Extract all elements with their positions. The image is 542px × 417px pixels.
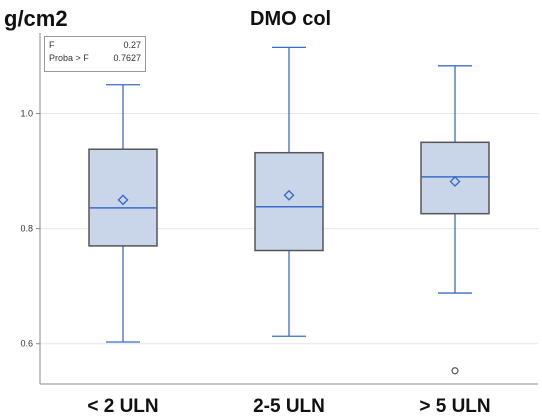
y-tick-label: 0.8 [20,224,33,234]
stats-key: F [49,40,55,50]
box [254,151,324,252]
stats-row-proba: Proba > F 0.7627 [49,53,141,65]
box [88,148,158,247]
y-axis-label: g/cm2 [4,6,68,31]
box [420,141,490,215]
x-tick-label: > 5 ULN [419,396,490,417]
y-tick-label: 0.6 [20,339,33,349]
mean-marker [283,189,295,201]
x-tick-label: < 2 ULN [87,396,158,417]
y-tick-label: 1.0 [20,109,33,119]
stats-key: Proba > F [49,53,89,63]
x-tick-label: 2-5 ULN [253,396,325,417]
stats-value: 0.27 [123,40,141,50]
stats-box: F 0.27 Proba > F 0.7627 [44,36,146,72]
outlier-point [451,367,459,375]
mean-marker [449,175,461,187]
mean-marker [117,194,129,206]
stats-row-f: F 0.27 [49,40,141,52]
chart-title: DMO col [250,8,332,30]
stats-value: 0.7627 [113,53,141,63]
